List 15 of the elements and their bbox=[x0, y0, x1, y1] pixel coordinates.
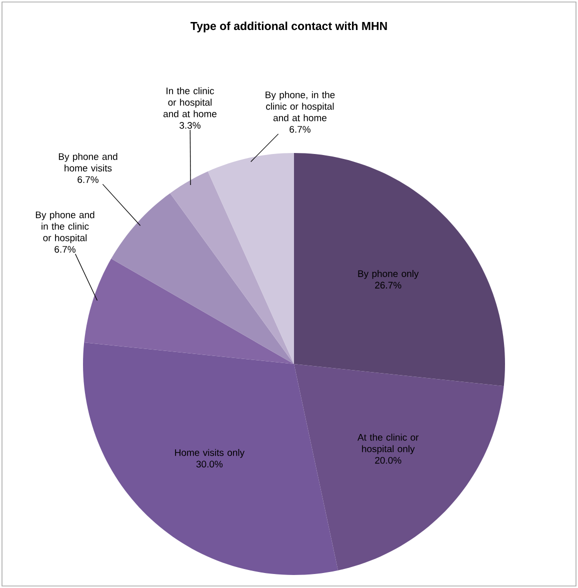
chart-title: Type of additional contact with MHN bbox=[190, 22, 387, 32]
data-label: 6.7% bbox=[78, 176, 98, 183]
slice-label: By phone only bbox=[358, 270, 419, 279]
slice-label: By phone and in the clinic or hospital bbox=[36, 211, 94, 244]
slice-label: By phone and home visits bbox=[58, 153, 118, 172]
data-label: 6.7% bbox=[54, 246, 76, 253]
slice-label: Home visits only bbox=[175, 448, 245, 458]
data-label: 30.0% bbox=[196, 460, 223, 468]
data-label: 26.7% bbox=[375, 282, 402, 289]
data-label: 6.7% bbox=[290, 126, 310, 133]
data-label: 3.3% bbox=[180, 122, 200, 129]
data-label: 20.0% bbox=[375, 456, 402, 464]
slice-label: At the clinic or hospital only bbox=[358, 434, 419, 454]
slice-label: In the clinic or hospital and at home bbox=[163, 87, 216, 118]
slice-label: By phone, in the clinic or hospital and at home bbox=[266, 91, 335, 122]
